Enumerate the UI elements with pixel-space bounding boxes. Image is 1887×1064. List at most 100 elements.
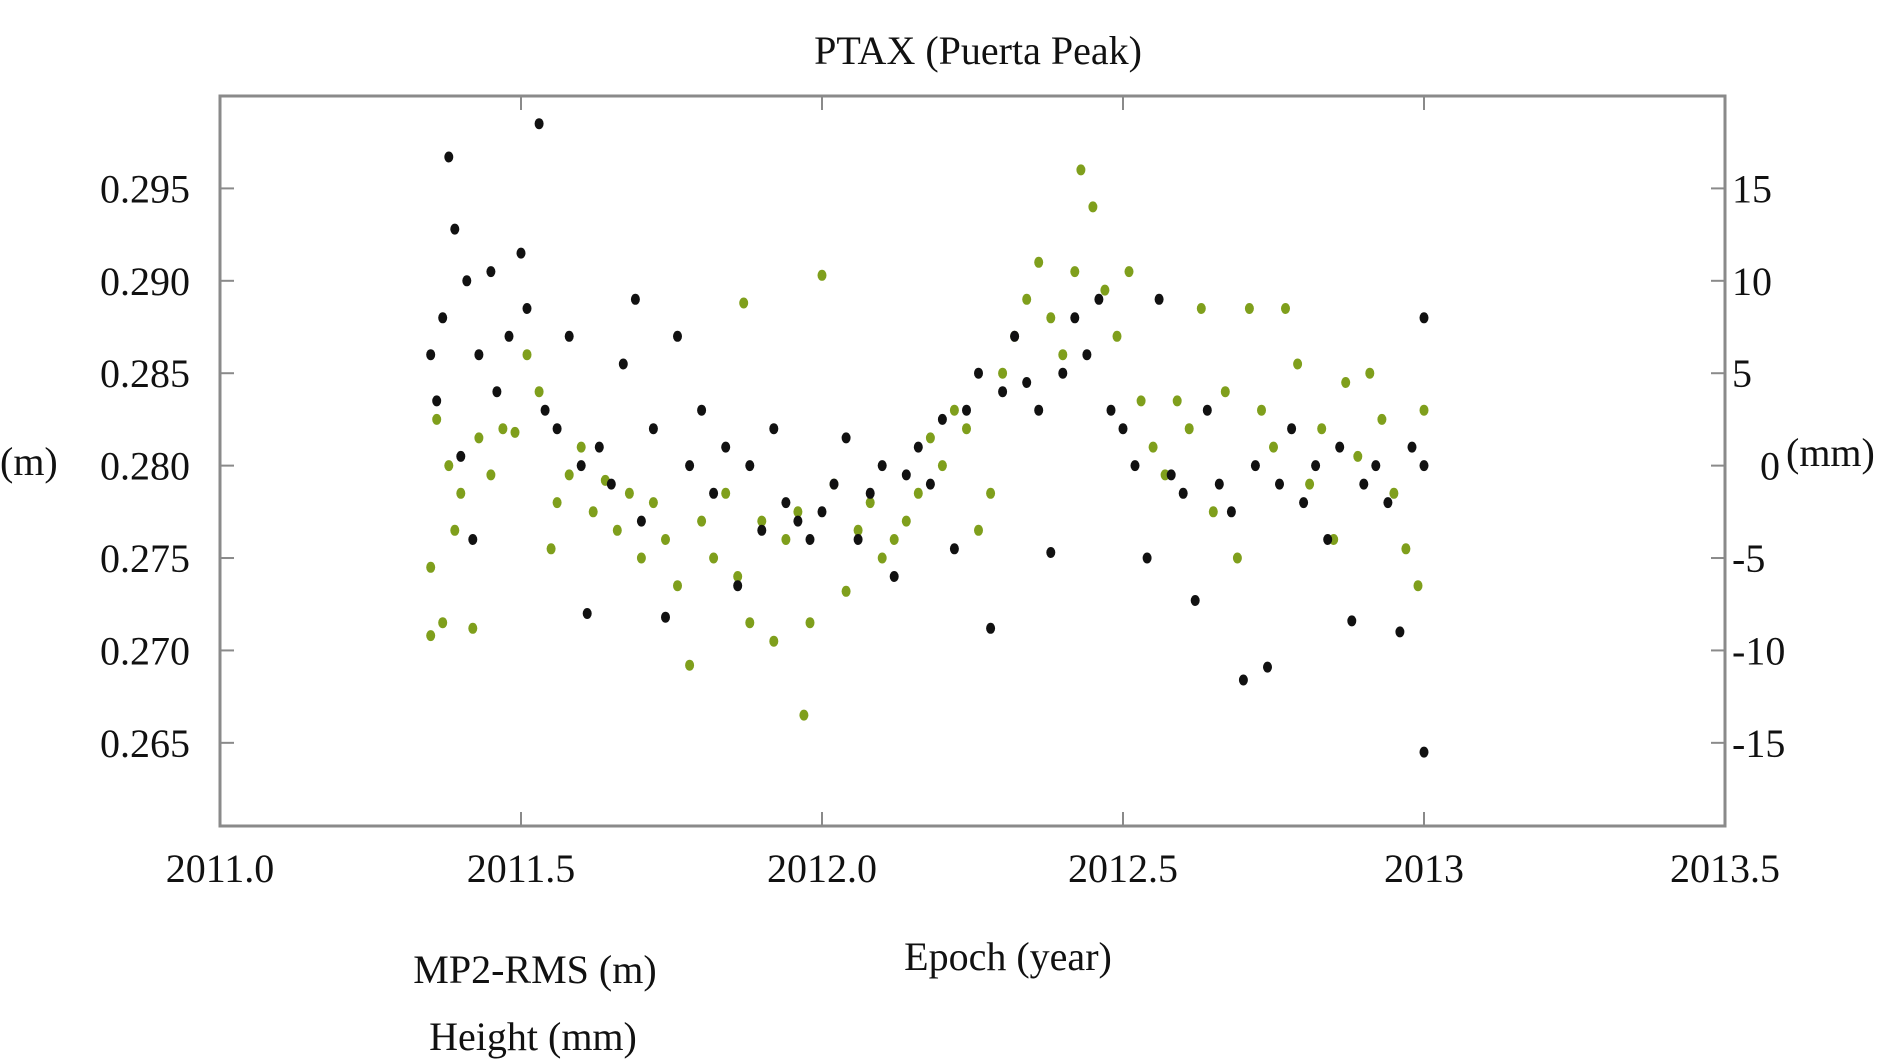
mp2-rms-point bbox=[745, 460, 755, 472]
mp2-rms-point bbox=[877, 460, 887, 472]
mp2-rms-point bbox=[1022, 377, 1032, 388]
height-point bbox=[1100, 284, 1110, 296]
mp2-rms-point bbox=[697, 404, 707, 416]
legend-item-mp2-rms: MP2-RMS (m) bbox=[413, 947, 656, 992]
plot-frame bbox=[218, 94, 1727, 828]
tick-labels: 2011.0 2011.5 2012.0 2012.5 2013 2013.5 0.295 0… bbox=[100, 166, 1785, 891]
height-point bbox=[733, 571, 743, 582]
mp2-rms-point bbox=[1250, 460, 1260, 472]
mp2-rms-point bbox=[974, 367, 983, 379]
height-point bbox=[998, 367, 1008, 379]
y-left-tick-label: 0.275 bbox=[100, 536, 190, 581]
height-point bbox=[1413, 580, 1423, 592]
mp2-rms-point bbox=[1311, 460, 1321, 472]
x-tick-label: 2012.5 bbox=[1068, 846, 1178, 891]
mp2-rms-point bbox=[1154, 293, 1164, 305]
y-right-axis-label: (mm) bbox=[1786, 430, 1875, 475]
height-point bbox=[1220, 386, 1230, 398]
mp2-rms-point bbox=[1214, 478, 1224, 490]
height-point bbox=[1088, 201, 1098, 213]
mp2-rms-point bbox=[1287, 423, 1297, 435]
height-point bbox=[546, 543, 556, 555]
height-point bbox=[721, 487, 731, 499]
y-left-tick-label: 0.280 bbox=[100, 444, 190, 489]
mp2-rms-point bbox=[817, 506, 827, 518]
mp2-rms-point bbox=[1383, 497, 1393, 509]
height-point bbox=[685, 659, 695, 671]
y-right-tick-label: -5 bbox=[1732, 536, 1765, 581]
mp2-rms-point bbox=[962, 404, 971, 416]
mp2-rms-point bbox=[1118, 423, 1128, 435]
height-point bbox=[432, 413, 442, 425]
mp2-rms-point bbox=[468, 534, 478, 545]
y-left-tick-label: 0.265 bbox=[100, 721, 190, 766]
mp2-rms-point bbox=[474, 349, 484, 361]
mp2-rms-point bbox=[1130, 460, 1140, 472]
height-point bbox=[937, 460, 947, 472]
height-point bbox=[949, 404, 959, 416]
height-point bbox=[1196, 303, 1206, 314]
height-point bbox=[769, 635, 779, 647]
height-point bbox=[438, 617, 448, 629]
height-point bbox=[974, 524, 983, 536]
mp2-rms-point bbox=[1323, 534, 1333, 545]
mp2-rms-point bbox=[805, 534, 815, 545]
height-point bbox=[510, 426, 520, 438]
mp2-rms-point bbox=[1407, 441, 1417, 453]
height-point bbox=[853, 524, 863, 536]
height-point bbox=[1046, 312, 1056, 324]
height-point bbox=[624, 487, 634, 499]
mp2-rms-point bbox=[1263, 661, 1272, 673]
mp2-rms-point bbox=[937, 413, 947, 425]
mp2-rms-point bbox=[998, 386, 1008, 398]
mp2-rms-point bbox=[733, 580, 743, 592]
mp2-rms-point bbox=[709, 487, 719, 499]
mp2-rms-point bbox=[1275, 478, 1284, 490]
height-point bbox=[588, 506, 598, 518]
height-point bbox=[673, 580, 682, 592]
height-point bbox=[468, 622, 478, 634]
height-point bbox=[793, 506, 803, 518]
mp2-rms-point bbox=[1226, 506, 1236, 518]
height-point bbox=[612, 524, 622, 536]
mp2-rms-point bbox=[594, 441, 604, 453]
mp2-rms-point bbox=[462, 275, 472, 287]
mp2-rms-point bbox=[492, 386, 502, 398]
height-point bbox=[1172, 395, 1182, 407]
height-point bbox=[865, 497, 875, 509]
mp2-rms-point bbox=[1178, 487, 1188, 499]
mp2-rms-point bbox=[576, 460, 586, 472]
mp2-rms-point bbox=[949, 543, 959, 555]
height-point bbox=[1257, 404, 1266, 416]
height-point bbox=[1232, 552, 1242, 564]
y-right-tick-label: 10 bbox=[1732, 259, 1772, 304]
mp2-rms-point bbox=[636, 515, 646, 527]
height-point bbox=[739, 297, 749, 309]
height-point bbox=[1184, 423, 1194, 435]
mp2-rms-point bbox=[685, 460, 695, 472]
mp2-rms-point bbox=[793, 515, 803, 527]
height-point bbox=[1076, 164, 1086, 176]
mp2-rms-point bbox=[504, 330, 514, 342]
mp2-rms-point bbox=[534, 118, 544, 130]
height-point bbox=[1034, 256, 1044, 268]
y-left-tick-label: 0.290 bbox=[100, 259, 190, 304]
x-axis-label: Epoch (year) bbox=[904, 934, 1112, 979]
mp2-rms-point bbox=[1419, 746, 1429, 758]
x-tick-label: 2013.5 bbox=[1670, 846, 1780, 891]
y-right-tick-label: 5 bbox=[1732, 351, 1752, 396]
height-point bbox=[486, 469, 496, 481]
x-tick-label: 2011.5 bbox=[467, 846, 576, 891]
height-point bbox=[498, 423, 508, 435]
height-point bbox=[1022, 293, 1032, 305]
height-point bbox=[636, 552, 646, 564]
y-right-tick-label: -10 bbox=[1732, 628, 1785, 673]
mp2-rms-point bbox=[450, 223, 460, 235]
height-point bbox=[1389, 487, 1399, 499]
mp2-rms-point bbox=[1359, 478, 1369, 490]
height-point bbox=[456, 487, 466, 499]
height-point bbox=[1244, 303, 1254, 314]
height-point bbox=[1112, 330, 1122, 342]
height-point bbox=[1124, 266, 1134, 278]
height-point bbox=[841, 585, 851, 597]
